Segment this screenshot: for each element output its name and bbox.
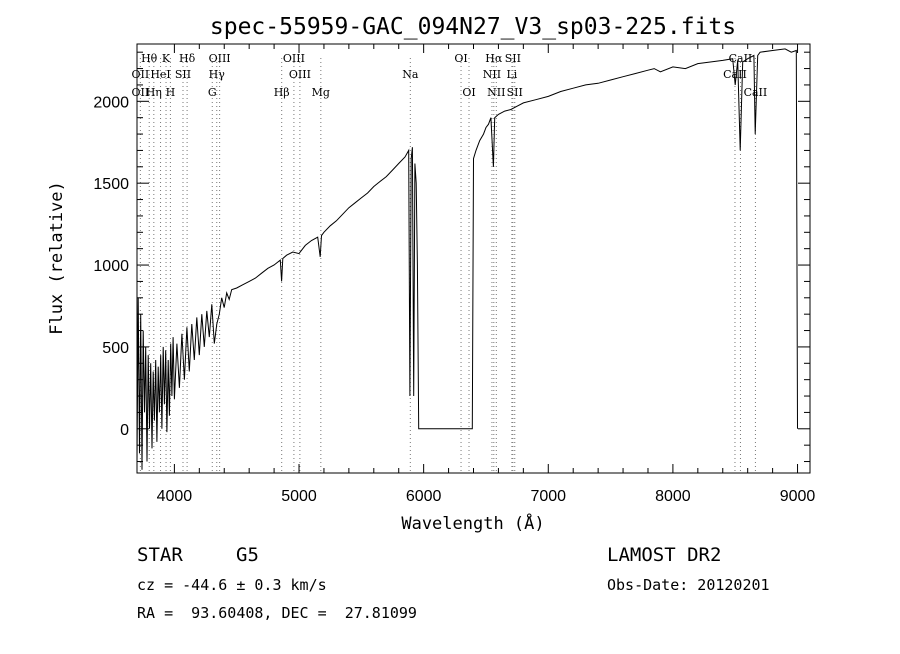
line-marker-label: Hθ <box>141 52 158 65</box>
line-marker-label: H <box>166 86 176 99</box>
line-marker-lines <box>139 58 756 473</box>
x-tick-label: 8000 <box>655 488 691 505</box>
line-marker-label: CaII <box>729 52 753 65</box>
y-axis-label: Flux (relative) <box>47 181 67 335</box>
x-tick-label: 4000 <box>157 488 193 505</box>
line-marker-label: Mg <box>312 86 330 99</box>
line-marker-label: HeI <box>150 68 170 81</box>
line-marker-label: Hγ <box>209 68 226 81</box>
y-tick-label: 0 <box>120 422 129 439</box>
line-marker-label: SII <box>507 86 523 99</box>
line-marker-label: SII <box>505 52 521 65</box>
y-tick-label: 500 <box>102 340 129 357</box>
y-tick-label: 1000 <box>93 258 129 275</box>
x-axis-label: Wavelength (Å) <box>401 512 544 534</box>
line-marker-label: OII <box>132 68 150 81</box>
line-marker-label: OI <box>454 52 467 65</box>
line-marker-label: OI <box>462 86 475 99</box>
line-marker-label: K <box>162 52 171 65</box>
line-marker-label: Li <box>506 68 517 81</box>
line-marker-label: CaII <box>744 86 768 99</box>
x-tick-label: 9000 <box>780 488 816 505</box>
line-marker-label: OIII <box>289 68 311 81</box>
redshift-cz: cz = -44.6 ± 0.3 km/s <box>137 576 327 594</box>
line-marker-label: Hβ <box>274 86 290 99</box>
line-marker-label: OIII <box>209 52 231 65</box>
object-subclass: G5 <box>236 544 259 566</box>
sky-coordinates: RA = 93.60408, DEC = 27.81099 <box>137 604 417 622</box>
line-marker-label: Hδ <box>179 52 196 65</box>
survey-name: LAMOST DR2 <box>607 544 721 566</box>
object-class: STAR <box>137 544 183 566</box>
line-marker-label: SII <box>175 68 191 81</box>
y-tick-label: 1500 <box>93 176 129 193</box>
line-marker-label: OIII <box>283 52 305 65</box>
y-tick-label: 2000 <box>93 94 129 111</box>
x-tick-label: 7000 <box>530 488 566 505</box>
line-marker-label: Na <box>402 68 419 81</box>
chart-title: spec-55959-GAC_094N27_V3_sp03-225.fits <box>210 14 736 40</box>
line-marker-label: Hα <box>485 52 503 65</box>
spectrum-series-line <box>136 48 798 470</box>
line-marker-label: Hη <box>146 86 162 99</box>
line-marker-label: NII <box>483 68 501 81</box>
line-marker-label: NII <box>487 86 505 99</box>
line-marker-label: CaII <box>723 68 747 81</box>
observation-date: Obs-Date: 20120201 <box>607 576 770 594</box>
line-marker-label: G <box>208 86 217 99</box>
line-marker-label: OII <box>132 86 150 99</box>
x-tick-label: 6000 <box>406 488 442 505</box>
y-axis-ticks: 0 500 1000 1500 2000 <box>93 51 810 463</box>
x-tick-label: 5000 <box>281 488 317 505</box>
x-axis-ticks: 4000 5000 6000 7000 8000 9000 <box>157 44 816 505</box>
